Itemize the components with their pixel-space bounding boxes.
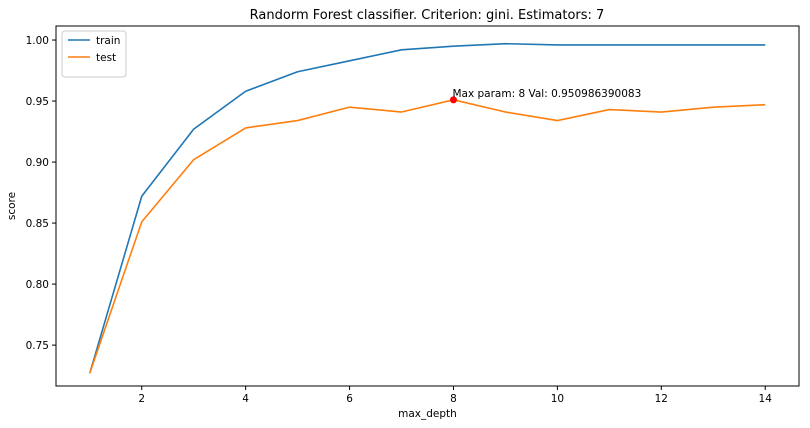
legend-label-train: train [96,35,120,47]
y-tick-label: 0.85 [26,218,49,230]
y-axis-label: score [6,192,18,220]
x-tick-label: 6 [346,393,353,405]
x-tick-label: 2 [138,393,145,405]
y-axis-ticks: 0.75 0.80 0.85 0.90 0.95 1.00 [26,35,56,352]
x-tick-label: 10 [551,393,564,405]
y-tick-label: 0.95 [26,96,49,108]
x-tick-label: 4 [242,393,249,405]
x-axis-label: max_depth [398,408,457,420]
legend-label-test: test [96,52,116,64]
chart-title: Randorm Forest classifier. Criterion: gi… [250,8,605,23]
plot-area [56,26,799,386]
y-tick-label: 0.75 [26,340,49,352]
marker-layer: Max param: 8 Val: 0.950986390083 [449,88,641,104]
max-point-marker [449,96,457,104]
series-line-test [89,99,766,374]
x-tick-label: 14 [759,393,773,405]
x-tick-label: 8 [450,393,457,405]
y-tick-label: 1.00 [26,35,49,47]
x-axis-ticks: 2 4 6 8 10 12 14 [138,386,772,405]
max-annotation: Max param: 8 Val: 0.950986390083 [452,88,641,100]
x-tick-label: 12 [655,393,668,405]
y-tick-label: 0.90 [26,157,49,169]
legend-box [61,30,127,78]
series-line-train [89,42,766,374]
y-tick-label: 0.80 [26,279,49,291]
plot-frame [55,25,800,387]
legend: train test [61,30,127,78]
series-layer [89,42,766,374]
